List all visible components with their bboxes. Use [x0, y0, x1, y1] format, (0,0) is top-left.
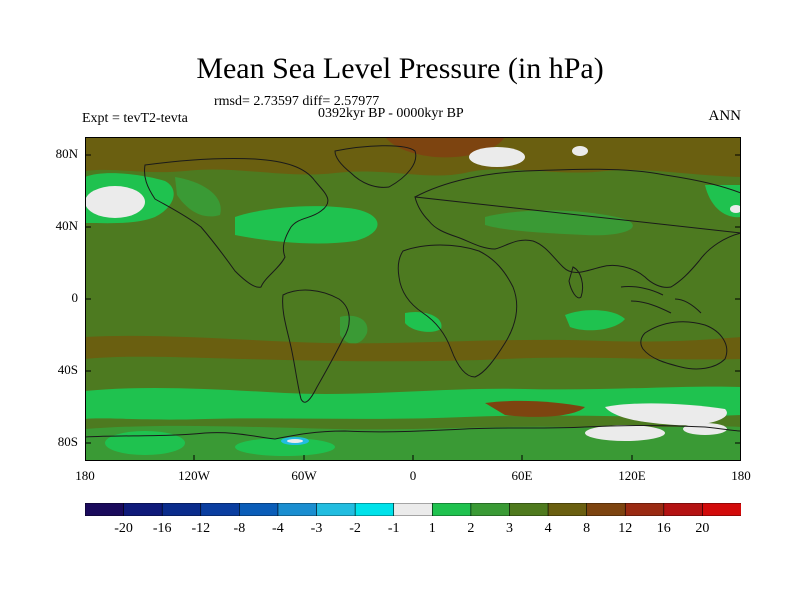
color-bar-label: -1	[387, 521, 400, 536]
color-bar-label: -3	[310, 521, 323, 536]
period-label: 0392kyr BP - 0000kyr BP	[318, 106, 464, 121]
color-bar-swatch	[316, 503, 356, 516]
coast-se-asia	[620, 286, 702, 314]
color-bar-label: -20	[114, 521, 133, 536]
tropical-atlantic-region	[340, 315, 368, 344]
plot-title: Mean Sea Level Pressure (in hPa)	[196, 52, 604, 85]
tropical-atlantic-light	[405, 311, 442, 332]
color-bar-swatch	[547, 503, 588, 516]
lon-label-60w: 60W	[291, 468, 317, 483]
coastlines	[85, 145, 741, 440]
color-bar-label: 3	[506, 521, 513, 536]
antarctic-light-patch-2	[235, 438, 335, 456]
lon-label-120w: 120W	[178, 468, 210, 483]
lat-label-80s: 80S	[57, 434, 78, 449]
north-pacific-region-2	[175, 177, 221, 217]
lon-label-0: 0	[409, 468, 417, 483]
color-bar-swatch	[702, 503, 741, 516]
color-bar-label: 4	[544, 521, 552, 536]
color-bar-swatch	[354, 503, 395, 516]
coast-south-america	[282, 289, 350, 403]
color-bar-swatch	[663, 503, 704, 516]
lon-label-180e: 180	[731, 468, 751, 483]
lon-label-120e: 120E	[618, 468, 646, 483]
coast-australia	[640, 321, 728, 370]
coast-africa	[397, 244, 518, 378]
color-bar-label: 16	[656, 521, 671, 536]
color-bar-label: -4	[272, 521, 284, 536]
color-bar-label: 2	[467, 521, 475, 536]
lat-label-40n: 40N	[55, 218, 78, 233]
antarctic-white-patch-3	[287, 439, 303, 443]
lat-label-0: 0	[71, 290, 79, 305]
coast-greenland	[334, 145, 417, 188]
southern-white-patch	[605, 403, 727, 426]
color-bar-swatch	[123, 503, 163, 516]
color-bar-swatch	[624, 503, 665, 516]
coast-north-america	[144, 157, 329, 288]
coast-antarctica	[85, 425, 741, 440]
color-bar-swatch	[393, 503, 433, 516]
lat-label-40s: 40S	[57, 362, 78, 377]
stats-label: rmsd= 2.73597 diff= 2.57977	[214, 94, 380, 109]
color-bar-label: -2	[349, 521, 361, 536]
color-bar	[85, 503, 741, 516]
color-bar-label: -16	[152, 521, 172, 536]
color-bar-label: 1	[428, 521, 436, 536]
pressure-difference-map	[85, 137, 741, 461]
lon-label-180w: 180	[75, 468, 95, 483]
color-bar-swatch	[586, 503, 626, 516]
lat-label-80n: 80N	[55, 146, 78, 161]
southern-brown-patch	[485, 400, 585, 417]
coast-india	[568, 266, 584, 299]
color-bar-label: 20	[695, 521, 710, 536]
coast-eurasia	[414, 168, 741, 288]
color-bar-swatch	[200, 503, 240, 516]
season-label: ANN	[708, 108, 742, 124]
color-bar-swatch	[277, 503, 318, 516]
experiment-label: Expt = tevT2-tevta	[82, 111, 188, 126]
color-bar-swatch	[239, 503, 279, 516]
arctic-white-patch-small	[572, 146, 588, 156]
color-bar-swatch	[509, 503, 549, 516]
color-bar-label: 8	[583, 521, 591, 536]
color-bar-label: -8	[233, 521, 246, 536]
lon-label-60e: 60E	[511, 468, 533, 483]
map-ticks	[85, 154, 741, 461]
color-bar-swatch	[85, 503, 125, 516]
southern-brown-band	[85, 335, 741, 362]
indian-ocean-region	[565, 310, 625, 331]
antarctic-white-patch-1	[585, 425, 665, 441]
color-bar-swatch	[431, 503, 472, 516]
color-bar-swatch	[161, 503, 202, 516]
north-pacific-white-east	[730, 205, 741, 213]
antarctic-light-patch-1	[105, 431, 185, 455]
arctic-white-patch	[469, 147, 525, 167]
north-pacific-white-patch	[85, 186, 145, 218]
color-bar-label: -12	[191, 521, 211, 536]
north-atlantic-region	[235, 206, 378, 244]
color-bar-label: 12	[618, 521, 633, 536]
color-bar-swatch	[470, 503, 511, 516]
